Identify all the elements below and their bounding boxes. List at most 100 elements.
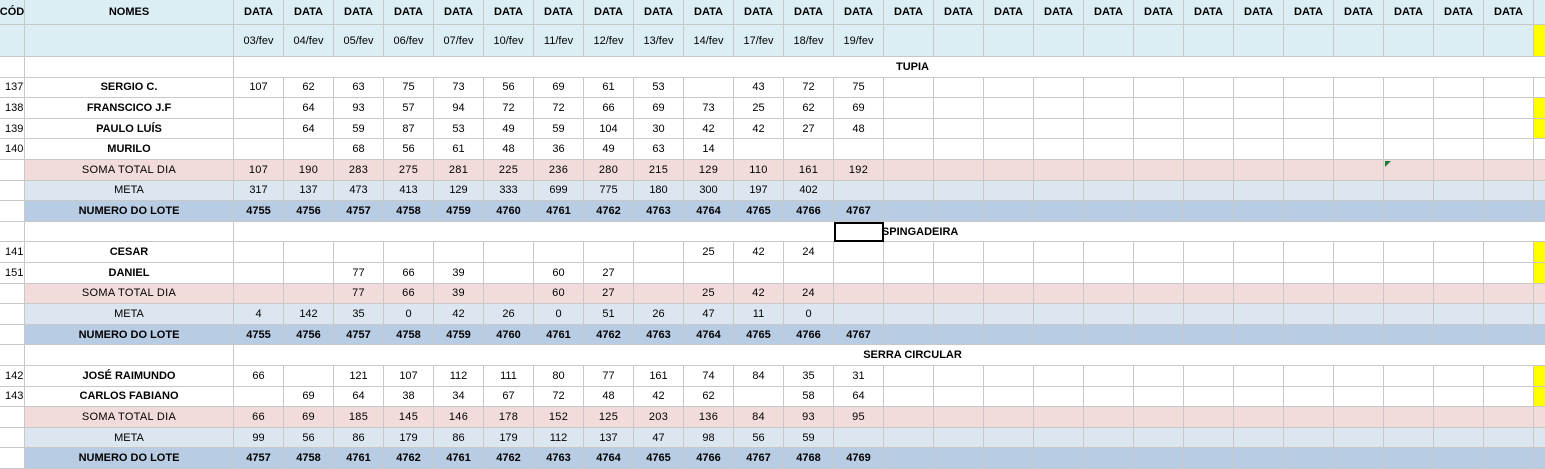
worker-cod[interactable]: 137 <box>0 77 25 99</box>
meta-row-value[interactable]: 180 <box>634 180 684 202</box>
worker-value[interactable]: 53 <box>634 77 684 99</box>
soma-total-row-value[interactable]: 275 <box>384 160 434 181</box>
worker-value[interactable] <box>984 263 1034 284</box>
worker-value[interactable] <box>1234 77 1284 99</box>
worker-media[interactable]: 67 <box>1534 77 1545 99</box>
worker-value[interactable] <box>1234 118 1284 140</box>
soma-total-row-value[interactable]: 145 <box>384 407 434 428</box>
worker-value[interactable] <box>884 386 934 408</box>
soma-total-row-value[interactable] <box>1384 283 1434 305</box>
soma-total-row-value[interactable]: 69 <box>284 407 334 428</box>
soma-total-row-value[interactable] <box>234 283 284 305</box>
soma-total-row-value[interactable]: 107 <box>234 160 284 181</box>
lote-row-value[interactable] <box>1234 324 1284 346</box>
worker-name[interactable]: PAULO LUÍS <box>25 118 234 140</box>
header-data[interactable]: DATA <box>584 0 634 25</box>
soma-total-row-value[interactable]: 27 <box>584 283 634 305</box>
soma-total-row-value[interactable] <box>1334 283 1384 305</box>
header-data[interactable]: DATA <box>1484 0 1534 25</box>
worker-value[interactable] <box>1084 118 1134 140</box>
meta-row-value[interactable] <box>1334 427 1384 449</box>
soma-total-row-value[interactable]: 110 <box>734 160 784 181</box>
worker-name[interactable]: CESAR <box>25 242 234 263</box>
soma-total-row-value[interactable] <box>884 160 934 181</box>
soma-total-row-value[interactable] <box>1084 283 1134 305</box>
worker-value[interactable]: 66 <box>584 98 634 119</box>
soma-total-row-value[interactable]: 203 <box>634 407 684 428</box>
worker-value[interactable] <box>1334 118 1384 140</box>
meta-row-value[interactable] <box>1084 427 1134 449</box>
lote-row-value[interactable] <box>1234 448 1284 469</box>
soma-total-row-media[interactable]: 123 <box>1534 160 1545 181</box>
worker-value[interactable] <box>1484 386 1534 408</box>
soma-total-row-value[interactable] <box>1434 407 1484 428</box>
worker-value[interactable] <box>734 386 784 408</box>
worker-value[interactable] <box>1184 366 1234 387</box>
lote-row-value[interactable] <box>1284 324 1334 346</box>
lote-row-value[interactable]: 4761 <box>334 448 384 469</box>
soma-total-row-value[interactable] <box>984 160 1034 181</box>
worker-value[interactable] <box>1034 118 1084 140</box>
worker-value[interactable]: 58 <box>784 386 834 408</box>
worker-value[interactable] <box>984 139 1034 160</box>
lote-row-value[interactable] <box>1334 201 1384 222</box>
worker-value[interactable] <box>1134 366 1184 387</box>
header-date[interactable] <box>1484 25 1534 57</box>
worker-value[interactable] <box>234 386 284 408</box>
lote-row-value[interactable]: 4763 <box>634 201 684 222</box>
worker-value[interactable] <box>1484 118 1534 140</box>
worker-value[interactable] <box>1434 98 1484 119</box>
worker-value[interactable] <box>1384 366 1434 387</box>
lote-row-cod-blank[interactable] <box>0 201 25 222</box>
meta-row-value[interactable] <box>1334 180 1384 202</box>
soma-total-row-value[interactable] <box>1484 160 1534 181</box>
soma-total-row-value[interactable]: 39 <box>434 283 484 305</box>
worker-value[interactable] <box>1284 366 1334 387</box>
worker-value[interactable]: 67 <box>484 386 534 408</box>
lote-row-value[interactable]: 4764 <box>584 448 634 469</box>
soma-total-row-value[interactable] <box>984 407 1034 428</box>
meta-row-value[interactable] <box>1484 180 1534 202</box>
worker-value[interactable] <box>234 263 284 284</box>
soma-total-row-value[interactable] <box>1134 407 1184 428</box>
worker-value[interactable]: 62 <box>684 386 734 408</box>
meta-row-value[interactable]: 775 <box>584 180 634 202</box>
soma-total-row-value[interactable] <box>1384 160 1434 181</box>
soma-total-row-value[interactable]: 146 <box>434 407 484 428</box>
worker-media[interactable]: 88 <box>1534 366 1545 387</box>
meta-row-value[interactable]: 11 <box>734 304 784 325</box>
worker-value[interactable] <box>1434 118 1484 140</box>
worker-value[interactable] <box>1134 242 1184 263</box>
meta-row-cod-blank[interactable] <box>0 427 25 449</box>
lote-row-value[interactable] <box>1284 448 1334 469</box>
worker-value[interactable] <box>1184 386 1234 408</box>
lote-row-value[interactable] <box>1484 448 1534 469</box>
meta-row-label[interactable]: META <box>25 427 234 449</box>
worker-value[interactable]: 36 <box>534 139 584 160</box>
worker-value[interactable]: 27 <box>784 118 834 140</box>
lote-row-label[interactable]: NUMERO DO LOTE <box>25 201 234 222</box>
worker-media[interactable]: 56 <box>1534 386 1545 408</box>
worker-value[interactable]: 42 <box>734 118 784 140</box>
soma-total-row-value[interactable] <box>1034 160 1084 181</box>
worker-value[interactable] <box>1384 242 1434 263</box>
lote-row-value[interactable] <box>1184 448 1234 469</box>
worker-value[interactable]: 64 <box>834 386 884 408</box>
soma-total-row-value[interactable] <box>1184 160 1234 181</box>
meta-row-value[interactable]: 86 <box>334 427 384 449</box>
header-date[interactable]: 07/fev <box>434 25 484 57</box>
lote-row-value[interactable]: 4765 <box>634 448 684 469</box>
meta-row-value[interactable] <box>1134 304 1184 325</box>
meta-row-value[interactable] <box>1434 427 1484 449</box>
worker-value[interactable] <box>1134 386 1184 408</box>
worker-value[interactable]: 107 <box>234 77 284 99</box>
worker-value[interactable] <box>634 263 684 284</box>
lote-row-value[interactable]: 4759 <box>434 201 484 222</box>
worker-value[interactable] <box>1284 77 1334 99</box>
worker-media[interactable]: 49 <box>1534 139 1545 160</box>
header-data[interactable]: DATA <box>284 0 334 25</box>
meta-row-value[interactable]: 0 <box>534 304 584 325</box>
soma-total-row-value[interactable] <box>1334 160 1384 181</box>
worker-value[interactable]: 38 <box>384 386 434 408</box>
worker-value[interactable]: 56 <box>384 139 434 160</box>
